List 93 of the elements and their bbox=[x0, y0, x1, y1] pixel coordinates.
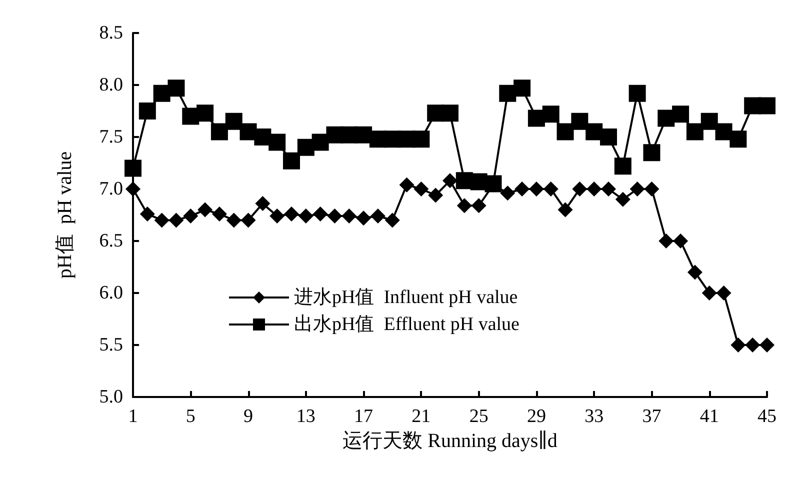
point bbox=[126, 182, 140, 196]
point bbox=[499, 84, 516, 102]
point bbox=[283, 152, 300, 170]
point bbox=[168, 212, 184, 228]
point bbox=[154, 212, 170, 228]
point bbox=[196, 104, 214, 122]
y-tick-label: 8.0 bbox=[99, 74, 123, 96]
point bbox=[428, 188, 444, 203]
point bbox=[255, 196, 270, 212]
point bbox=[312, 206, 328, 222]
point bbox=[442, 104, 458, 122]
point bbox=[270, 208, 285, 224]
point bbox=[168, 80, 185, 97]
point bbox=[630, 182, 645, 196]
point bbox=[643, 144, 660, 162]
point bbox=[124, 160, 142, 177]
point bbox=[745, 338, 760, 352]
point bbox=[702, 286, 717, 300]
point bbox=[140, 206, 155, 222]
point bbox=[673, 234, 688, 248]
point bbox=[500, 186, 516, 201]
point bbox=[298, 208, 314, 224]
x-axis-title: 运行天数 Running days∥d bbox=[342, 430, 558, 452]
x-tick-label: 33 bbox=[584, 406, 604, 427]
point bbox=[183, 208, 198, 224]
x-tick-label: 25 bbox=[469, 406, 488, 427]
y-tick-label: 5.0 bbox=[99, 386, 123, 408]
point bbox=[686, 123, 704, 140]
point bbox=[210, 123, 228, 140]
point bbox=[572, 182, 588, 196]
point bbox=[226, 212, 242, 228]
point bbox=[471, 198, 486, 214]
legend-label: 出水pH值 Effluent pH value bbox=[294, 314, 520, 335]
x-tick-label: 45 bbox=[758, 406, 776, 427]
point bbox=[268, 134, 286, 151]
point bbox=[687, 264, 702, 280]
point bbox=[758, 97, 776, 114]
y-tick-label: 7.5 bbox=[99, 126, 123, 148]
point bbox=[528, 182, 544, 196]
point bbox=[384, 212, 400, 228]
point bbox=[600, 128, 617, 146]
x-tick-label: 5 bbox=[186, 406, 196, 427]
point bbox=[716, 286, 732, 300]
point bbox=[297, 138, 314, 156]
x-tick-label: 17 bbox=[354, 406, 374, 427]
point bbox=[456, 198, 472, 214]
point bbox=[586, 182, 602, 196]
x-tick-label: 37 bbox=[642, 406, 662, 427]
point bbox=[700, 112, 718, 130]
point bbox=[342, 208, 357, 224]
x-tick-label: 1 bbox=[128, 406, 138, 427]
point bbox=[399, 177, 414, 192]
point bbox=[558, 202, 573, 218]
point bbox=[571, 112, 588, 130]
point bbox=[556, 123, 574, 140]
point bbox=[356, 210, 372, 226]
x-tick-label: 41 bbox=[700, 406, 719, 427]
point bbox=[628, 84, 646, 102]
point bbox=[672, 106, 690, 123]
y-tick-label: 6.0 bbox=[99, 282, 123, 304]
point bbox=[760, 338, 774, 352]
point bbox=[542, 106, 560, 123]
point bbox=[644, 182, 660, 196]
x-tick-label: 29 bbox=[526, 406, 546, 427]
y-tick-label: 5.5 bbox=[99, 334, 123, 356]
point bbox=[412, 130, 430, 148]
point bbox=[658, 234, 674, 248]
point bbox=[514, 80, 531, 97]
point bbox=[614, 158, 632, 175]
y-tick-label: 8.5 bbox=[99, 22, 123, 44]
point bbox=[138, 102, 156, 120]
point bbox=[370, 208, 386, 224]
legend-label: 进水pH值 Influent pH value bbox=[294, 287, 518, 308]
point bbox=[327, 208, 342, 224]
point bbox=[730, 338, 746, 352]
point bbox=[198, 202, 213, 218]
point bbox=[730, 130, 747, 148]
x-tick-label: 21 bbox=[412, 406, 431, 427]
point bbox=[442, 173, 458, 188]
y-tick-label: 6.5 bbox=[99, 230, 123, 252]
x-tick-label: 9 bbox=[244, 406, 254, 427]
point bbox=[601, 182, 616, 196]
y-axis-title: pH值 pH value bbox=[54, 151, 76, 279]
point bbox=[414, 182, 429, 196]
point bbox=[240, 212, 256, 228]
y-tick-label: 7.0 bbox=[99, 178, 123, 200]
x-tick-label: 13 bbox=[296, 406, 316, 427]
point bbox=[543, 182, 558, 196]
point bbox=[615, 192, 630, 207]
point bbox=[225, 112, 242, 130]
point bbox=[514, 182, 530, 196]
point bbox=[212, 206, 227, 222]
point bbox=[284, 206, 299, 222]
